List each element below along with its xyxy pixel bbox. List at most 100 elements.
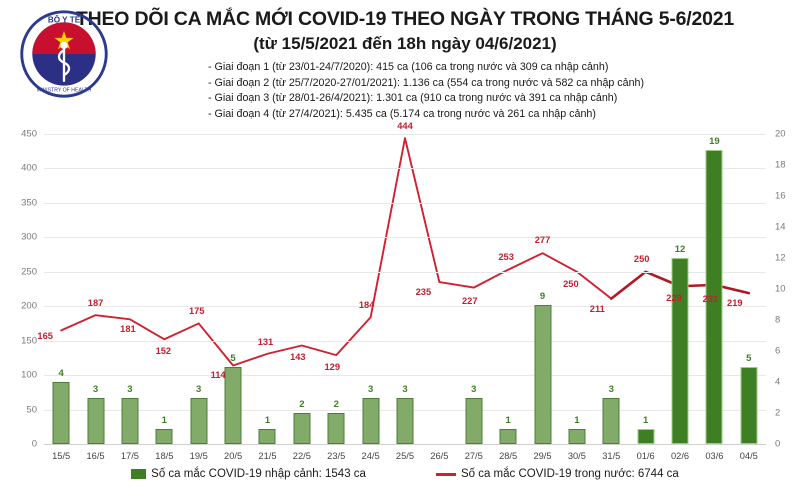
bar-23-5[interactable]	[327, 413, 345, 444]
chart-column[interactable]: 3 17/5	[113, 134, 147, 462]
legend-line-label: Số ca mắc COVID-19 trong nước: 6744 ca	[460, 468, 679, 480]
bar-value-label: 1	[505, 414, 511, 426]
chart-column[interactable]: 12 02/6	[663, 134, 697, 461]
bar-value-label: 1	[264, 414, 271, 426]
bar-03-6[interactable]	[705, 149, 723, 444]
ministry-of-health-logo: BỘ Y TẾ MINISTRY OF HEALTH	[16, 6, 112, 102]
chart-column[interactable]: 9 29/5	[525, 134, 559, 462]
grid-line	[44, 375, 766, 377]
y-axis-right-tick: 20	[775, 128, 786, 140]
phase-line: - Giai đoạn 3 (từ 28/01-26/4/2021): 1.30…	[208, 92, 618, 105]
bar-30-5[interactable]	[568, 428, 586, 444]
chart-column[interactable]: 3 25/5	[388, 134, 422, 462]
chart-plot-area: 0 50 100 150 200 250 300 350 400 450 0 2 4 6 8 10 12 14 16…	[0, 121, 810, 466]
bar-value-label: 5	[230, 352, 236, 364]
y-axis-right-tick: 14	[775, 221, 786, 233]
x-axis-tick: 24/5	[361, 451, 380, 461]
grid-line	[44, 306, 766, 308]
title-block: THEO DÕI CA MẮC MỚI COVID-19 THEO NGÀY T…	[0, 0, 810, 122]
bar-29-5[interactable]	[534, 304, 552, 444]
bar-02-6[interactable]	[671, 258, 689, 444]
chart-column[interactable]: 1 18/5	[147, 134, 181, 462]
line-value-label: 219	[727, 298, 743, 309]
chart-column[interactable]: 19 03/6	[697, 134, 731, 462]
y-axis-right-tick: 8	[775, 314, 781, 326]
bar-25-5[interactable]	[396, 397, 414, 444]
chart-column[interactable]: 1 21/5	[250, 134, 284, 462]
line-value-label: 184	[358, 300, 375, 311]
line-value-label: 211	[589, 303, 605, 314]
y-axis-right-tick: 10	[775, 283, 786, 295]
phase-line: - Giai đoạn 4 (từ 27/4/2021): 5.435 ca (…	[208, 107, 596, 120]
bar-28-5[interactable]	[499, 428, 517, 444]
svg-text:MINISTRY OF HEALTH: MINISTRY OF HEALTH	[37, 87, 92, 93]
line-value-label: 253	[498, 251, 514, 262]
bar-value-label: 2	[299, 399, 305, 410]
chart-column[interactable]: 1 01/6	[628, 134, 662, 462]
bar-value-label: 3	[196, 383, 202, 395]
chart-column[interactable]: 26/5	[422, 134, 456, 461]
line-value-label: 231	[702, 293, 719, 304]
chart-column[interactable]: 4 15/5	[44, 134, 78, 461]
chart-column[interactable]: 2 22/5	[285, 134, 319, 461]
chart-header: BỘ Y TẾ MINISTRY OF HEALTH THEO DÕI CA M…	[0, 0, 810, 128]
y-axis-right-tick: 16	[775, 190, 786, 202]
bar-27-5[interactable]	[465, 397, 483, 444]
phase-line: - Giai đoạn 2 (từ 25/7/2020-27/01/2021):…	[208, 76, 645, 89]
line-value-label: 250	[633, 253, 650, 264]
chart-column[interactable]: 3 19/5	[182, 134, 216, 462]
bar-16-5[interactable]	[87, 397, 105, 444]
bar-17-5[interactable]	[121, 397, 139, 444]
line-value-label: 143	[290, 352, 306, 363]
line-value-label: 152	[155, 346, 172, 357]
bar-21-5[interactable]	[258, 428, 276, 444]
x-axis-tick: 28/5	[499, 451, 518, 461]
x-axis-tick: 27/5	[464, 451, 483, 461]
y-axis-right-tick: 18	[775, 159, 786, 171]
bar-value-label: 3	[608, 383, 614, 395]
bar-value-label: 1	[574, 414, 580, 426]
phase-summary-list: - Giai đoạn 1 (từ 23/01-24/7/2020): 415 …	[0, 60, 810, 122]
bar-04-5[interactable]	[740, 366, 758, 444]
legend-item-bars: Số ca mắc COVID-19 nhập cảnh: 1543 ca	[131, 468, 366, 480]
line-value-label: 175	[188, 306, 205, 317]
chart-column[interactable]: 3 24/5	[353, 134, 387, 462]
bar-value-label: 3	[402, 383, 408, 395]
chart-column[interactable]: 5 20/5	[216, 134, 250, 462]
bar-value-label: 1	[161, 414, 167, 426]
chart-column[interactable]: 3 27/5	[457, 134, 491, 462]
legend-item-line: Số ca mắc COVID-19 trong nước: 6744 ca	[435, 468, 679, 480]
bar-value-label: 1	[643, 414, 649, 426]
y-axis-left-tick: 100	[21, 369, 37, 381]
chart-column[interactable]: 2 23/5	[319, 134, 353, 461]
bar-22-5[interactable]	[293, 413, 311, 444]
bar-value-label: 2	[333, 399, 339, 410]
y-axis-left-tick: 400	[21, 162, 37, 174]
grid-line	[44, 134, 766, 135]
line-value-label: 229	[666, 293, 682, 304]
bar-19-5[interactable]	[190, 397, 208, 444]
y-axis-left-tick: 450	[21, 128, 37, 140]
chart-column[interactable]: 5 04/5	[732, 134, 766, 462]
bar-24-5[interactable]	[362, 397, 380, 444]
line-value-label: 277	[534, 235, 551, 246]
bar-20-5[interactable]	[224, 366, 242, 444]
x-axis-tick: 22/5	[292, 451, 311, 461]
bar-01-6[interactable]	[637, 428, 655, 444]
bar-15-5[interactable]	[52, 382, 70, 444]
chart-column[interactable]: 1 30/5	[560, 134, 594, 462]
grid-line	[44, 271, 766, 273]
bar-18-5[interactable]	[155, 428, 173, 444]
x-axis-tick: 02/6	[670, 451, 690, 461]
line-value-label: 227	[461, 295, 478, 306]
chart-column[interactable]: 1 28/5	[491, 134, 525, 462]
x-axis-tick: 17/5	[120, 451, 139, 461]
chart-column[interactable]: 3 31/5	[594, 134, 628, 462]
chart-column[interactable]: 3 16/5	[78, 134, 112, 462]
bar-31-5[interactable]	[602, 397, 620, 444]
plot-canvas: 0 50 100 150 200 250 300 350 400 450 0 2 4 6 8 10 12 14 16…	[21, 121, 785, 462]
line-value-label: 165	[37, 331, 53, 342]
line-value-label: 250	[563, 278, 579, 289]
legend-bars-label: Số ca mắc COVID-19 nhập cảnh: 1543 ca	[151, 468, 366, 480]
x-axis-tick: 03/6	[705, 451, 724, 461]
